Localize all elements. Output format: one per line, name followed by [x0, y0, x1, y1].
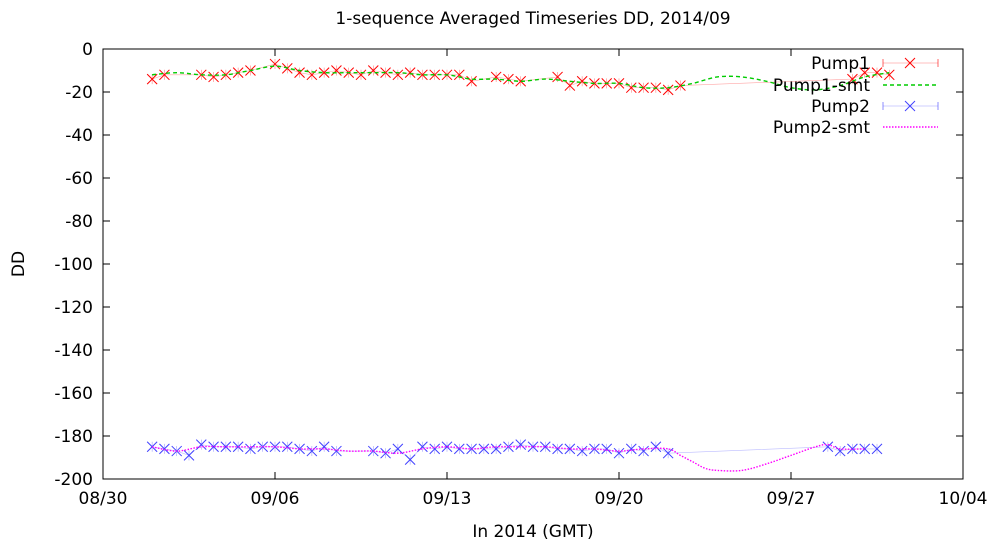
y-tick-label: -180 [54, 427, 93, 447]
pump1-smt-line [152, 65, 890, 91]
pump2-point [220, 441, 232, 453]
pump1-point [625, 82, 637, 94]
y-tick-label: -120 [54, 298, 93, 318]
pump2-point [834, 445, 846, 457]
y-tick-label: -80 [65, 212, 93, 232]
legend-label-pump1: Pump1 [811, 54, 870, 74]
pump2-point [380, 447, 391, 459]
y-axis-label: DD [9, 251, 29, 277]
x-tick-label: 09/27 [767, 489, 816, 509]
pump1-point [269, 58, 281, 70]
pump2-point [539, 441, 551, 453]
pump2-point [441, 441, 453, 453]
pump2-point [404, 454, 416, 466]
legend-label-pump1-smt: Pump1-smt [773, 76, 870, 96]
pump2-point [183, 449, 195, 461]
pump2-point [208, 441, 219, 453]
y-tick-label: -40 [65, 126, 93, 146]
pump2-point [527, 441, 539, 453]
pump1-point [318, 67, 330, 79]
pump2-point [318, 441, 330, 453]
pump2-point [453, 443, 465, 455]
legend-label-pump2: Pump2 [811, 97, 870, 117]
pump1-point [576, 75, 588, 87]
x-tick-label: 09/06 [251, 489, 300, 509]
pump2-point [650, 441, 662, 453]
pump2-point [232, 441, 244, 453]
y-tick-label: 0 [82, 40, 93, 60]
pump2-point [515, 439, 527, 450]
pump1-point [552, 71, 563, 83]
x-tick-label: 08/30 [79, 489, 128, 509]
pump1-point [367, 65, 379, 76]
pump1-point [159, 69, 170, 81]
pump2-point [871, 443, 883, 455]
pump1-point [331, 65, 342, 76]
pump1-point [355, 69, 367, 81]
pump2-point [552, 443, 563, 455]
pump2-point [306, 445, 318, 457]
series-pump1 [146, 58, 895, 96]
y-tick-label: -20 [65, 83, 93, 103]
y-tick-label: -100 [54, 255, 93, 275]
y-tick-label: -160 [54, 384, 93, 404]
y-tick-label: -60 [65, 169, 93, 189]
pump2-point [662, 447, 674, 459]
pump1-point [146, 73, 158, 85]
pump2-point [281, 441, 293, 453]
pump1-point [294, 67, 305, 79]
pump1-point [392, 69, 404, 81]
chart-title: 1-sequence Averaged Timeseries DD, 2014/… [335, 9, 730, 29]
y-tick-label: -140 [54, 341, 93, 361]
pump2-point [822, 441, 834, 453]
pump1-point [490, 71, 502, 83]
pump1-point [883, 69, 895, 81]
pump2-point [490, 443, 502, 455]
pump1-point [859, 67, 871, 79]
x-axis-label: In 2014 (GMT) [472, 522, 593, 542]
pump1-point [515, 75, 527, 87]
pump2-point [392, 443, 404, 455]
pump2-point [245, 443, 256, 455]
x-tick-label: 09/13 [423, 489, 472, 509]
legend-label-pump2-smt: Pump2-smt [773, 118, 870, 138]
pump2-point [576, 445, 588, 457]
pump1-point [429, 69, 441, 81]
pump1-point [417, 69, 428, 81]
pump2-point [613, 447, 625, 459]
pump1-point [453, 69, 465, 81]
series-pump1-smt [152, 65, 890, 91]
pump2-point [859, 443, 871, 455]
pump2-point [429, 443, 441, 455]
legend-marker-pump1 [904, 57, 916, 69]
x-tick-label: 10/04 [939, 489, 988, 509]
axes-layer: 0 -20 -40 -60 -80 -100 -120 -140 -160 -180 -20008/… [54, 40, 987, 509]
pump1-point [871, 67, 883, 79]
pump1-point [638, 82, 649, 94]
pump1-point [503, 73, 514, 85]
pump2-point [331, 445, 342, 457]
series-pump2 [146, 439, 883, 466]
y-tick-label: -200 [54, 470, 93, 490]
legend-marker-pump2 [904, 100, 916, 112]
pump2-point [478, 443, 490, 455]
pump1-point [404, 67, 416, 79]
series-layer [146, 58, 895, 472]
pump1-point [466, 75, 477, 87]
pump1-point [208, 71, 219, 83]
pump2-point [638, 445, 649, 457]
pump2-point [625, 443, 637, 455]
x-tick-label: 09/20 [595, 489, 644, 509]
pump1-point [662, 84, 674, 96]
pump1-point [675, 80, 686, 91]
pump2-point [564, 443, 576, 455]
pump2-point [601, 443, 613, 455]
